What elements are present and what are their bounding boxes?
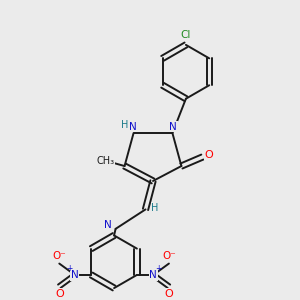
Text: O⁻: O⁻	[162, 251, 176, 261]
Text: Cl: Cl	[181, 30, 191, 40]
Text: H: H	[122, 120, 129, 130]
Text: O⁻: O⁻	[52, 251, 66, 261]
Text: O: O	[205, 150, 213, 160]
Text: +: +	[66, 264, 73, 273]
Text: O: O	[164, 289, 173, 299]
Text: N: N	[104, 220, 112, 230]
Text: +: +	[156, 264, 162, 273]
Text: N: N	[71, 270, 79, 280]
Text: N: N	[169, 122, 177, 131]
Text: O: O	[55, 289, 64, 299]
Text: CH₃: CH₃	[96, 156, 114, 166]
Text: H: H	[152, 203, 159, 213]
Text: N: N	[129, 122, 137, 131]
Text: N: N	[149, 270, 157, 280]
